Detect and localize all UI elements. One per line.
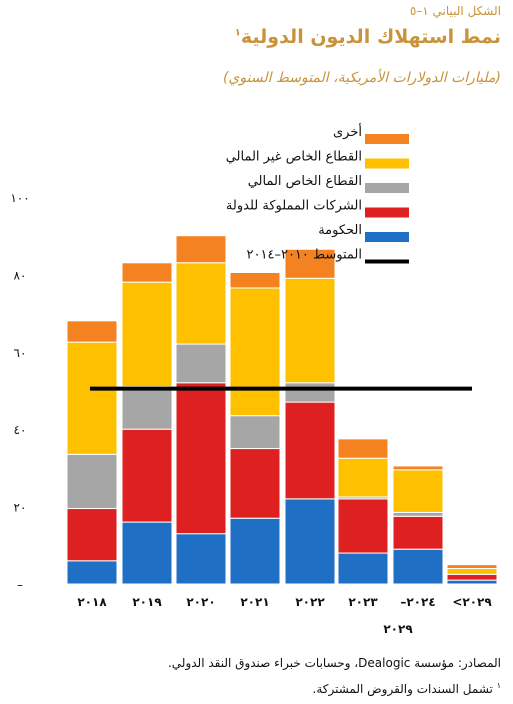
- bar-segment: [392, 515, 444, 550]
- y-tick-label: ٨٠: [14, 268, 27, 282]
- bar-segment: [337, 438, 389, 459]
- bar-segment: [446, 573, 498, 581]
- y-tick-label: ٦٠: [14, 346, 27, 360]
- bar-segment: [229, 517, 281, 585]
- legend-swatch: [365, 134, 409, 144]
- bar-segment: [284, 382, 336, 403]
- bar-segment: [337, 498, 389, 554]
- legend-swatch: [365, 259, 409, 264]
- legend-label: الشركات المملوكة للدولة: [226, 199, 362, 214]
- bar-segment: [121, 262, 173, 283]
- bar-segment: [337, 552, 389, 585]
- bar-segment: [229, 271, 281, 289]
- bar-segment: [392, 548, 444, 585]
- bar-segment: [121, 386, 173, 430]
- debt-usage-chart: – ٢٠ ٤٠ ٦٠ ٨٠ ١٠٠ ٢٠١٨ ٢٠١٩ ٢٠٢٠ ٢٠٢١ ٢٠٢٢ ٢٠٢٣ –٢٠٢…: [10, 123, 498, 636]
- legend-label: أخرى: [333, 123, 362, 140]
- bar-segment: [121, 281, 173, 388]
- legend-label: القطاع الخاص غير المالي: [226, 150, 362, 165]
- y-tick-label: ١٠٠: [10, 191, 29, 205]
- source-note: المصادر: مؤسسة Dealogic، وحسابات خبراء ص…: [167, 656, 501, 670]
- chart-title: نمط استهلاك الديون الدولية١: [235, 26, 501, 48]
- x-tick-label: ٢٠٢١: [240, 595, 269, 609]
- bar-segment: [66, 560, 118, 585]
- footnote-text: تشمل السندات والقروض المشتركة.: [312, 682, 493, 696]
- legend-label: الحكومة: [318, 223, 362, 238]
- legend-label: المتوسط ٢٠١٠–٢٠١٤: [247, 248, 362, 263]
- x-tick-label: –٢٠٢٤: [400, 595, 435, 609]
- bar-segment: [175, 262, 227, 345]
- x-tick-label: ٢٠٢٣: [348, 595, 378, 609]
- x-tick-label: ٢٠١٨: [77, 595, 107, 609]
- bar-segment: [66, 320, 118, 343]
- figure-label: الشكل البياني ١–٥: [409, 4, 501, 18]
- x-tick-label: <٢٠٢٩: [452, 595, 492, 609]
- footnote-mark: ١: [496, 681, 501, 690]
- x-tick-label: ٢٠٢٢: [295, 595, 325, 609]
- x-tick-label: ٢٠٢٩: [383, 622, 413, 636]
- bar-segment: [284, 248, 336, 279]
- legend-swatch: [365, 232, 409, 242]
- y-tick-label: –: [17, 578, 23, 592]
- footnote: ١ تشمل السندات والقروض المشتركة.: [313, 681, 502, 696]
- legend-label: القطاع الخاص المالي: [248, 174, 362, 189]
- bar-segment: [121, 521, 173, 585]
- bar-segment: [66, 341, 118, 455]
- bar-segment: [175, 382, 227, 535]
- bar-segment: [446, 564, 498, 570]
- bar-segment: [392, 511, 444, 517]
- chart-title-text: نمط استهلاك الديون الدولية: [240, 26, 501, 48]
- chart-subtitle: (مليارات الدولارات الأمريكية، المتوسط ال…: [222, 70, 501, 86]
- bar-segment: [284, 498, 336, 585]
- bar-segment: [392, 469, 444, 513]
- bar-segment: [229, 287, 281, 417]
- bar-segment: [175, 235, 227, 264]
- x-tick-label: ٢٠٢٠: [186, 595, 215, 609]
- title-footnote-mark: ١: [234, 27, 241, 39]
- bar-segment: [175, 343, 227, 384]
- bar-segment: [229, 415, 281, 450]
- bar-segment: [446, 568, 498, 575]
- bar-segment: [446, 579, 498, 585]
- legend-swatch: [365, 207, 409, 218]
- x-tick-label: ٢٠١٩: [132, 595, 162, 609]
- bar-segment: [175, 533, 227, 585]
- y-tick-label: ٤٠: [14, 423, 27, 437]
- bar-segment: [337, 457, 389, 498]
- legend-swatch: [365, 158, 409, 169]
- legend-swatch: [365, 183, 409, 193]
- bar-segment: [284, 401, 336, 500]
- bar-segment: [66, 508, 118, 562]
- bar-segment: [121, 428, 173, 523]
- bar-segment: [66, 453, 118, 510]
- y-tick-label: ٢٠: [14, 501, 27, 515]
- bar-segment: [229, 448, 281, 519]
- bar-segment: [284, 277, 336, 384]
- bar-segment: [392, 465, 444, 471]
